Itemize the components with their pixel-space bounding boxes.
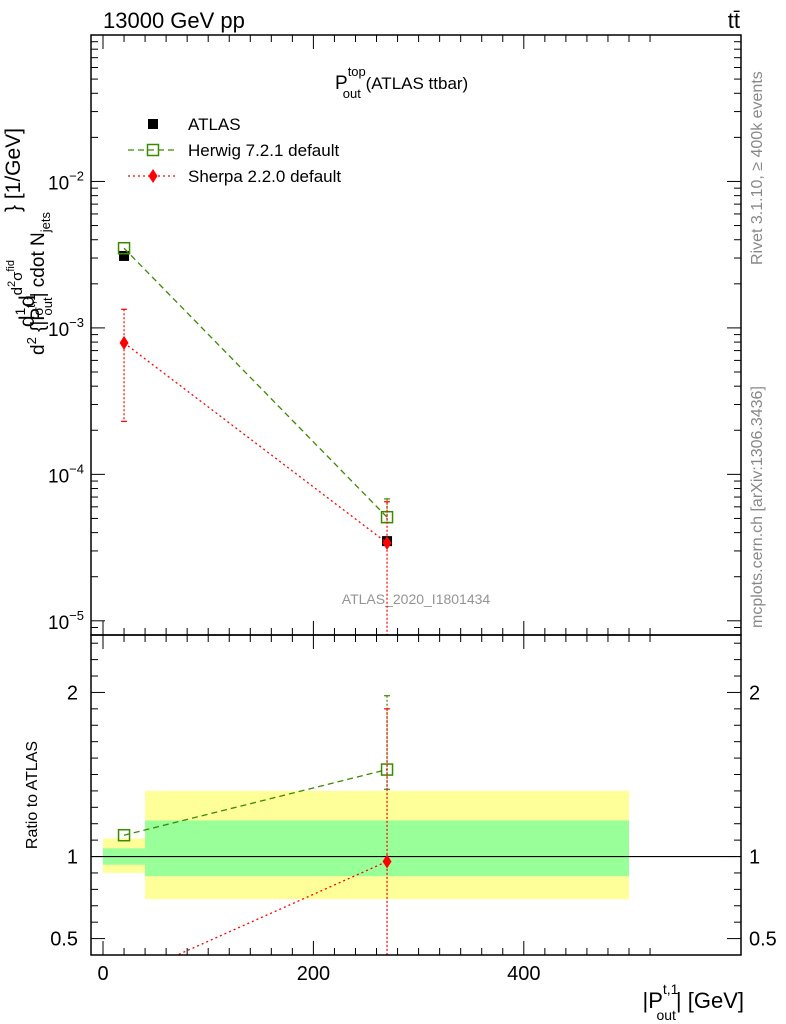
rivet-label: Rivet 3.1.10, ≥ 400k events [749, 71, 766, 265]
legend: ATLAS Herwig 7.2.1 default Sherpa 2.2.0 de… [128, 115, 341, 186]
ratio-y-tick-label-right-0: 0.5 [749, 929, 777, 951]
process-label: tt̄ [728, 8, 740, 33]
sherpa-point-0 [119, 335, 129, 350]
herwig-line [123, 247, 388, 518]
mcplots-label: mcplots.cern.ch [arXiv:1306.3436] [749, 386, 766, 628]
legend-marker-atlas [148, 119, 158, 129]
axes [90, 34, 742, 956]
legend-marker-herwig [146, 143, 160, 157]
y-tick-label-2: 10−3 [48, 315, 84, 341]
analysis-watermark: ATLAS_2020_I1801434 [342, 591, 491, 607]
x-tick-label-1: 200 [297, 963, 330, 985]
ratio-frame [90, 634, 742, 956]
herwig-ratio-line [123, 768, 388, 836]
ratio-y-axis-label: Ratio to ATLAS [24, 741, 41, 849]
uncertainty-bands [103, 790, 629, 900]
energy-label: 13000 GeV pp [103, 8, 245, 33]
main-panel [117, 241, 394, 635]
main-y-axis-label: d1 σdd2σfidd2 {|Pt,1 out| cdot Njets} [1/G… [2, 128, 55, 355]
ratio-y-tick-label-left-0: 0.5 [50, 929, 78, 951]
legend-label-sherpa: Sherpa 2.2.0 default [188, 167, 341, 186]
ratio-y-tick-label-right-2: 2 [749, 682, 760, 704]
legend-marker-sherpa [148, 169, 158, 183]
plot-title: Ptop out (ATLAS ttbar) [335, 64, 468, 101]
y-tick-label-1: 10−4 [48, 461, 84, 487]
ratio-y-tick-label-left-2: 2 [67, 682, 78, 704]
herwig-ratio-point-1 [380, 763, 394, 776]
herwig-ratio-point-0 [117, 828, 131, 842]
herwig-point-0 [117, 241, 131, 255]
sherpa-ratio-point-1 [382, 854, 392, 869]
atlas-point-0 [119, 250, 130, 261]
ratio-panel [91, 695, 741, 986]
tick-labels: 0 200 400 10−5 10−4 10−3 10−2 0.5 0.5 1 1 2 2 [48, 168, 777, 985]
y-tick-label-3: 10−2 [48, 168, 84, 194]
x-tick-label-0: 0 [97, 963, 108, 985]
x-axis-label: |Pt,1 out| [GeV] [642, 981, 744, 1023]
ratio-y-tick-label-left-1: 1 [67, 847, 78, 869]
x-tick-label-2: 400 [507, 963, 540, 985]
sherpa-ratio-point-0 [120, 972, 129, 986]
sherpa-point-1 [382, 535, 392, 550]
sherpa-line [123, 342, 388, 544]
legend-label-atlas: ATLAS [188, 115, 241, 134]
legend-label-herwig: Herwig 7.2.1 default [188, 141, 339, 160]
ratio-y-tick-label-right-1: 1 [749, 847, 760, 869]
y-tick-label-0: 10−5 [48, 608, 84, 634]
